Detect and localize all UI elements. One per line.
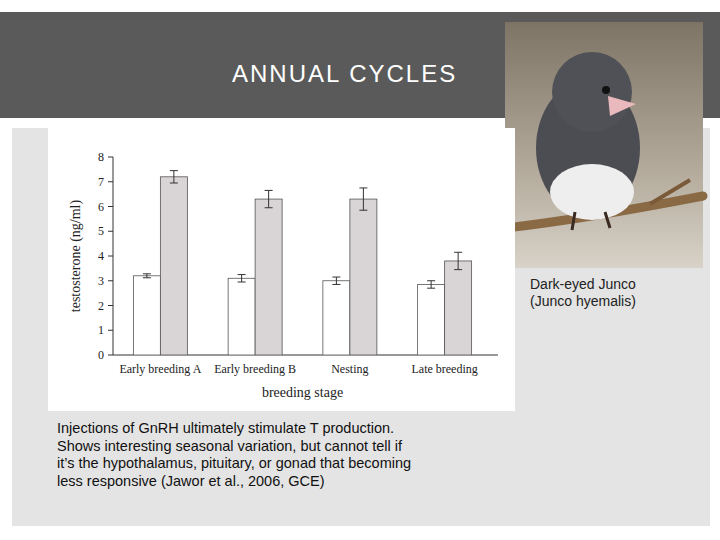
y-axis-label: testosterone (ng/ml) [68,199,84,312]
error-cap [427,288,435,289]
bars [133,171,471,355]
y-tick [108,305,113,306]
bar [350,199,377,355]
slide-title: ANNUAL CYCLES [232,60,457,87]
bird-head [552,52,632,132]
x-tick-label: Early breeding B [214,362,296,376]
error-cap [265,207,273,208]
bird-eye [602,86,610,94]
bar [445,261,472,355]
error-cap [359,210,367,211]
error-cap [454,269,462,270]
bird-beak [608,96,636,116]
slide-note: less responsive (Jawor et al., 2006, GCE… [57,473,325,489]
error-bar [170,171,178,183]
slide-note: Shows interesting seasonal variation, bu… [57,438,403,454]
error-bar [359,188,367,210]
error-cap [332,284,340,285]
bar [160,177,187,355]
photo-background [505,22,703,268]
error-bar [143,274,151,278]
x-tick-label: Early breeding A [119,362,201,376]
y-tick-label: 5 [98,224,104,238]
x-tick-label: Late breeding [411,362,477,376]
error-cap [265,190,273,191]
error-line [173,171,174,183]
y-tick [108,280,113,281]
bar [323,281,350,355]
x-axis-label: breeding stage [262,385,343,400]
error-cap [170,182,178,183]
y-tick-label: 4 [98,249,104,263]
bird-photo [505,22,703,268]
bar [228,278,255,355]
y-tick [108,256,113,257]
bar [133,276,160,355]
slide-note: it’s the hypothalamus, pituitary, or gon… [57,455,411,471]
y-tick [108,157,113,158]
photo-caption: Dark-eyed Junco [530,276,636,292]
error-cap [238,274,246,275]
y-tick [108,181,113,182]
error-cap [427,280,435,281]
error-cap [332,277,340,278]
slide-background [0,0,720,540]
y-tick [108,355,113,356]
bird-feet [572,212,610,230]
y-tick-label: 0 [98,348,104,362]
error-line [363,188,364,210]
y-tick-label: 7 [98,175,104,189]
x-tick-label: Nesting [331,362,368,376]
error-bar [332,277,340,284]
bar [255,199,282,355]
error-line [146,274,147,278]
y-tick-label: 3 [98,274,104,288]
error-line [458,252,459,269]
error-cap [238,281,246,282]
error-line [336,277,337,284]
y-tick-label: 6 [98,200,104,214]
error-cap [359,187,367,188]
y-tick-label: 2 [98,299,104,313]
y-tick-label: 8 [98,150,104,164]
y-tick [108,231,113,232]
chart-background [48,128,515,411]
error-cap [143,273,151,274]
y-tick [108,330,113,331]
error-cap [454,252,462,253]
error-bar [427,281,435,288]
error-cap [143,277,151,278]
error-bar [454,252,462,269]
content-panel [12,128,710,526]
y-tick-label: 1 [98,323,104,337]
error-line [431,281,432,288]
slide-note: Injections of GnRH ultimately stimulate … [57,420,394,436]
error-line [241,275,242,282]
y-tick [108,206,113,207]
slide: ANNUAL CYCLES Dark-eyed Junco(Junco hyema… [0,0,720,540]
error-bar [265,190,273,207]
bar [418,284,445,355]
error-cap [170,170,178,171]
error-line [268,190,269,207]
bird-belly [550,164,634,220]
photo-caption: (Junco hyemalis) [530,293,636,309]
error-bar [238,275,246,282]
